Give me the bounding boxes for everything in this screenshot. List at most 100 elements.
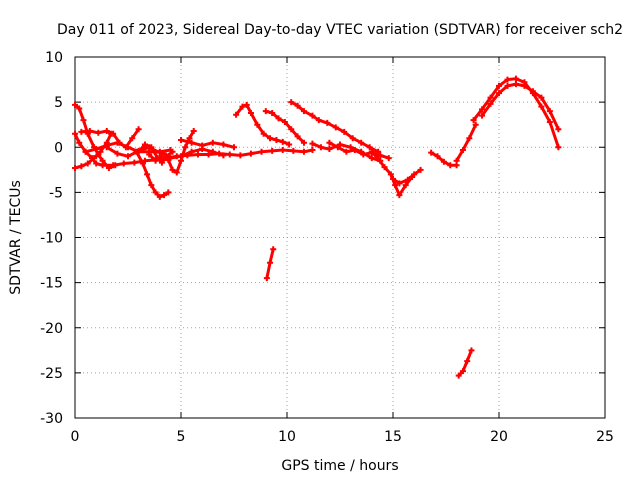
data-point bbox=[375, 155, 382, 162]
data-point bbox=[512, 81, 519, 88]
data-point bbox=[144, 171, 151, 178]
data-point bbox=[455, 372, 462, 379]
data-point bbox=[343, 148, 350, 155]
data-point bbox=[496, 82, 502, 89]
data-point bbox=[237, 152, 244, 159]
data-point bbox=[93, 146, 100, 153]
data-point bbox=[417, 166, 424, 173]
data-point bbox=[358, 139, 365, 146]
data-point bbox=[504, 82, 511, 89]
axis-ticks: 0 5 10 15 20 25 -30 -25 -20 -15 -10 -5 0 5 10 bbox=[40, 50, 614, 445]
series-sat-track-19 bbox=[453, 121, 479, 164]
data-point bbox=[434, 153, 441, 160]
data-point bbox=[161, 150, 168, 157]
data-point bbox=[341, 128, 348, 135]
data-point bbox=[178, 157, 184, 164]
data-point bbox=[220, 152, 227, 159]
data-point bbox=[279, 138, 286, 145]
data-point bbox=[78, 128, 85, 135]
data-point bbox=[267, 135, 274, 142]
y-axis-label: SDTVAR / TECUs bbox=[8, 180, 24, 295]
data-point bbox=[381, 164, 388, 171]
data-point bbox=[169, 166, 176, 173]
data-point bbox=[309, 140, 316, 147]
data-point bbox=[404, 176, 411, 183]
data-point bbox=[411, 171, 418, 178]
data-point bbox=[76, 105, 83, 112]
data-point bbox=[76, 139, 83, 146]
data-point bbox=[114, 150, 121, 157]
series-line bbox=[480, 82, 560, 131]
data-point bbox=[239, 103, 246, 110]
data-point bbox=[309, 112, 316, 119]
data-point bbox=[247, 109, 254, 116]
data-point bbox=[247, 150, 254, 157]
data-point bbox=[120, 160, 127, 167]
series-sat-track-11 bbox=[233, 101, 293, 148]
y-tick-label: 5 bbox=[54, 95, 63, 111]
data-point bbox=[97, 148, 104, 155]
data-point bbox=[279, 146, 286, 153]
data-point bbox=[72, 101, 78, 108]
data-point bbox=[103, 128, 110, 135]
x-axis-label: GPS time / hours bbox=[281, 458, 398, 474]
data-point bbox=[231, 144, 237, 151]
data-point bbox=[93, 160, 100, 167]
data-point bbox=[178, 137, 184, 144]
data-point bbox=[332, 124, 339, 131]
data-point bbox=[529, 88, 536, 95]
data-point bbox=[82, 148, 89, 155]
data-point bbox=[105, 165, 112, 172]
data-point bbox=[396, 192, 403, 199]
data-point bbox=[165, 156, 172, 163]
data-point bbox=[326, 139, 333, 146]
data-point bbox=[112, 162, 119, 169]
data-point bbox=[254, 121, 261, 128]
data-point bbox=[161, 192, 168, 199]
data-point bbox=[80, 117, 87, 124]
series-sat-track-15 bbox=[326, 139, 392, 162]
data-point bbox=[233, 111, 240, 118]
series-sat-track-16 bbox=[368, 148, 416, 199]
data-point bbox=[148, 144, 155, 151]
data-point bbox=[270, 246, 277, 253]
series-sat-track-7 bbox=[133, 148, 172, 200]
x-tick-label: 0 bbox=[71, 429, 80, 445]
series-sat-track-22 bbox=[263, 246, 277, 282]
data-point bbox=[349, 135, 356, 142]
y-tick-label: 10 bbox=[45, 50, 63, 66]
data-point bbox=[194, 151, 201, 158]
data-point bbox=[288, 126, 295, 133]
data-point bbox=[72, 165, 78, 172]
y-tick-label: -25 bbox=[40, 366, 63, 382]
data-point bbox=[125, 153, 131, 160]
grid bbox=[75, 57, 605, 418]
series-sat-track-12 bbox=[262, 108, 307, 146]
data-point bbox=[209, 139, 216, 146]
data-point bbox=[466, 135, 473, 142]
y-tick-label: -30 bbox=[40, 411, 63, 427]
data-point bbox=[546, 108, 553, 115]
y-tick-label: -10 bbox=[40, 231, 63, 247]
data-point bbox=[479, 112, 486, 119]
y-tick-label: -15 bbox=[40, 276, 63, 292]
data-point bbox=[190, 128, 197, 135]
data-point bbox=[281, 118, 288, 125]
data-point bbox=[334, 144, 341, 151]
data-point bbox=[392, 182, 399, 189]
series-sat-track-21 bbox=[479, 81, 562, 133]
data-point bbox=[188, 139, 195, 146]
data-point bbox=[146, 151, 153, 158]
series-sat-track-13 bbox=[288, 99, 382, 155]
data-point bbox=[156, 155, 163, 162]
data-point bbox=[351, 146, 358, 153]
data-point bbox=[243, 101, 250, 108]
data-point bbox=[300, 108, 307, 115]
data-point bbox=[402, 182, 409, 189]
data-point bbox=[294, 102, 301, 109]
data-point bbox=[396, 180, 403, 187]
y-tick-label: -20 bbox=[40, 321, 63, 337]
series-line bbox=[457, 348, 473, 378]
data-point bbox=[258, 148, 265, 155]
